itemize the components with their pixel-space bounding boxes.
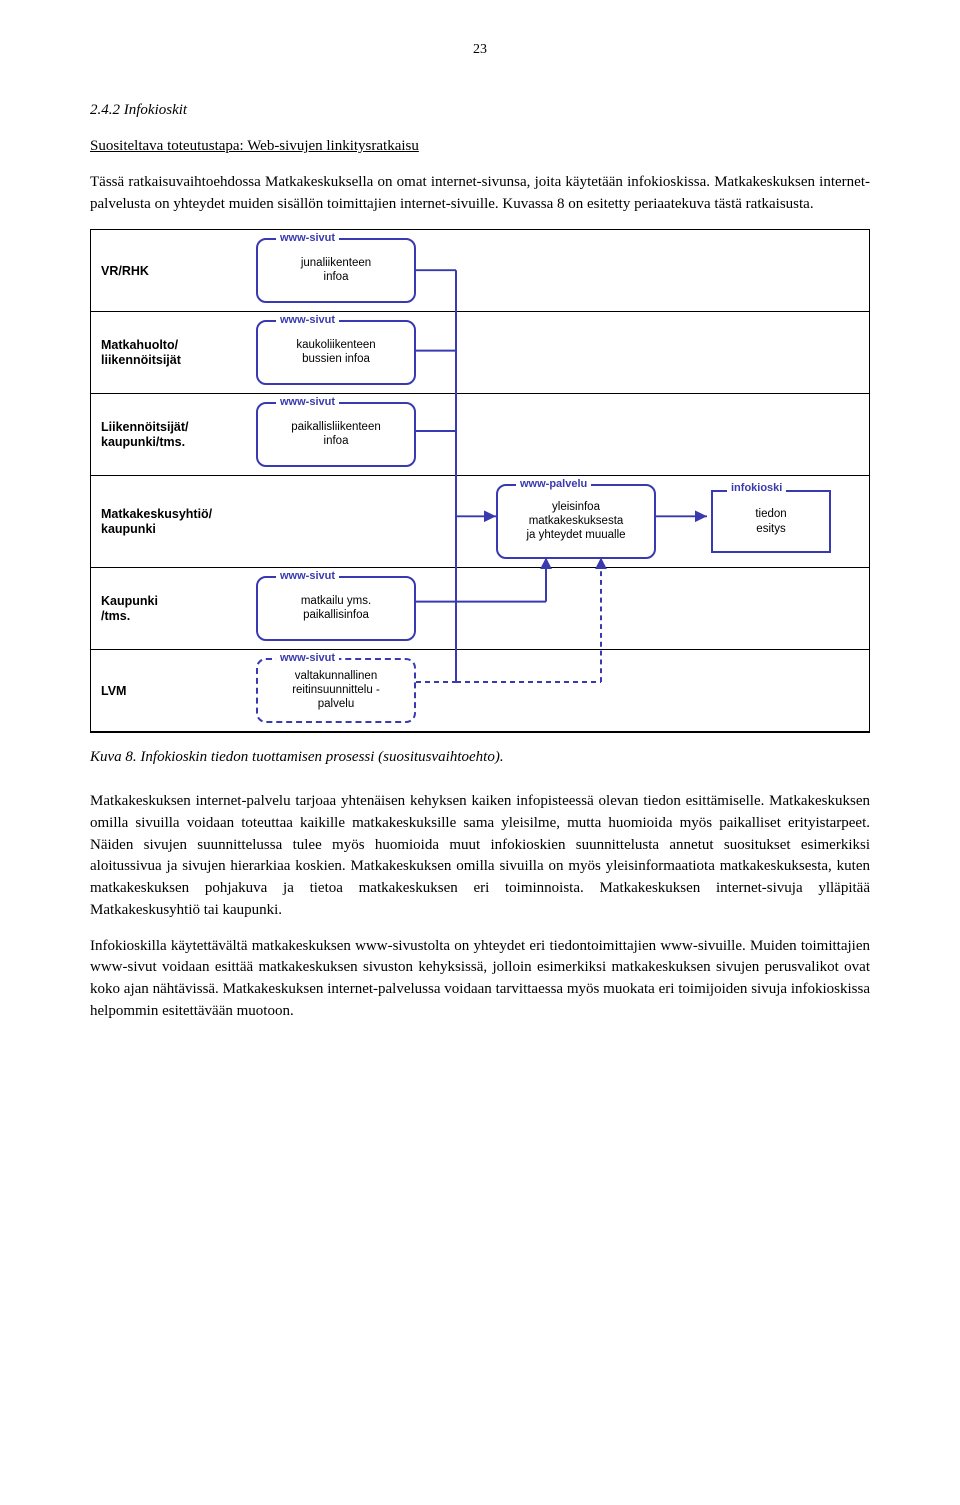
box-line: esitys bbox=[756, 522, 785, 536]
www-tag: www-sivut bbox=[276, 570, 339, 583]
box-line: paikallisinfoa bbox=[303, 609, 369, 623]
diagram-row: Kaupunki/tms. www-sivut matkailu yms. pa… bbox=[91, 568, 869, 650]
box-line: palvelu bbox=[318, 698, 354, 712]
box-line: yleisinfoa bbox=[552, 501, 600, 515]
diagram-row: Matkahuolto/liikennöitsijät www-sivut ka… bbox=[91, 312, 869, 394]
www-tag: www-sivut bbox=[276, 652, 339, 665]
row-label: Liikennöitsijät/kaupunki/tms. bbox=[91, 420, 246, 449]
box-line: bussien infoa bbox=[302, 353, 370, 367]
diagram-row: Liikennöitsijät/kaupunki/tms. www-sivut … bbox=[91, 394, 869, 476]
flow-diagram: VR/RHK www-sivut junaliikenteen infoa Ma… bbox=[90, 229, 870, 733]
box-line: matkakeskuksesta bbox=[529, 515, 624, 529]
section-heading: 2.4.2 Infokioskit bbox=[90, 100, 870, 122]
box-line: junaliikenteen bbox=[301, 257, 371, 271]
body-paragraph: Matkakeskuksen internet-palvelu tarjoaa … bbox=[90, 791, 870, 922]
box-line: matkailu yms. bbox=[301, 595, 371, 609]
row-label: Kaupunki/tms. bbox=[91, 594, 246, 623]
box-line: infoa bbox=[324, 435, 349, 449]
figure-caption: Kuva 8. Infokioskin tiedon tuottamisen p… bbox=[90, 747, 870, 769]
box-line: paikallisliikenteen bbox=[291, 421, 381, 435]
www-palvelu-box: www-palvelu yleisinfoa matkakeskuksesta … bbox=[496, 484, 656, 559]
page-number: 23 bbox=[90, 40, 870, 60]
www-box: www-sivut kaukoliikenteen bussien infoa bbox=[256, 320, 416, 385]
row-label: Matkahuolto/liikennöitsijät bbox=[91, 338, 246, 367]
row-label: Matkakeskusyhtiö/kaupunki bbox=[91, 507, 246, 536]
www-box: www-sivut matkailu yms. paikallisinfoa bbox=[256, 576, 416, 641]
sub-heading: Suositeltava toteutustapa: Web-sivujen l… bbox=[90, 136, 870, 158]
box-line: ja yhteydet muualle bbox=[526, 529, 625, 543]
row-label: VR/RHK bbox=[91, 264, 246, 278]
diagram-row: Matkakeskusyhtiö/kaupunki www-palvelu yl… bbox=[91, 476, 869, 568]
www-tag: www-sivut bbox=[276, 314, 339, 327]
infokioski-box: infokioski tiedon esitys bbox=[711, 490, 831, 553]
www-tag: www-sivut bbox=[276, 232, 339, 245]
box-line: tiedon bbox=[755, 507, 786, 521]
box-line: kaukoliikenteen bbox=[296, 339, 375, 353]
www-tag: www-sivut bbox=[276, 396, 339, 409]
box-line: valtakunnallinen bbox=[295, 670, 377, 684]
kiosk-tag: infokioski bbox=[727, 482, 786, 496]
diagram-row: LVM www-sivut valtakunnallinen reitinsuu… bbox=[91, 650, 869, 732]
www-box: www-sivut paikallisliikenteen infoa bbox=[256, 402, 416, 467]
box-line: infoa bbox=[324, 271, 349, 285]
diagram-row: VR/RHK www-sivut junaliikenteen infoa bbox=[91, 230, 869, 312]
intro-paragraph: Tässä ratkaisuvaihtoehdossa Matkakeskuks… bbox=[90, 172, 870, 216]
palvelu-tag: www-palvelu bbox=[516, 478, 591, 491]
box-line: reitinsuunnittelu - bbox=[292, 684, 380, 698]
row-label: LVM bbox=[91, 684, 246, 698]
www-box-dashed: www-sivut valtakunnallinen reitinsuunnit… bbox=[256, 658, 416, 723]
www-box: www-sivut junaliikenteen infoa bbox=[256, 238, 416, 303]
body-paragraph: Infokioskilla käytettävältä matkakeskuks… bbox=[90, 936, 870, 1023]
